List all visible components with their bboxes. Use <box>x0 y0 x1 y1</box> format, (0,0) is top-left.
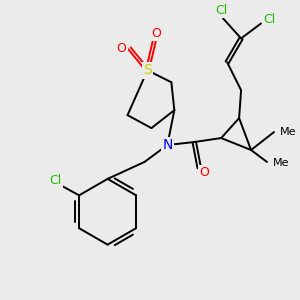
Text: O: O <box>152 27 161 40</box>
Text: Me: Me <box>280 127 296 137</box>
Text: Cl: Cl <box>49 174 61 187</box>
Text: O: O <box>117 42 127 55</box>
Text: S: S <box>143 63 152 77</box>
Text: Cl: Cl <box>263 13 275 26</box>
Text: Me: Me <box>273 158 290 168</box>
Text: O: O <box>199 167 209 179</box>
Text: Cl: Cl <box>215 4 227 17</box>
Text: N: N <box>162 138 172 152</box>
